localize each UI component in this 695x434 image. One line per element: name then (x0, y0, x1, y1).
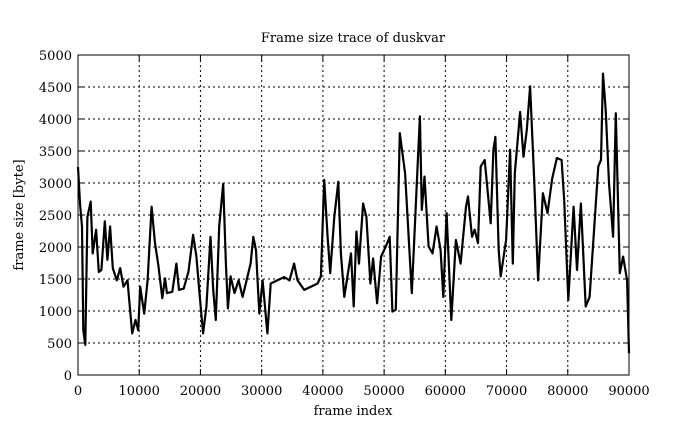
y-tick-label: 0 (64, 369, 72, 384)
y-tick-label: 3500 (39, 145, 72, 160)
y-tick-label: 1500 (39, 273, 72, 288)
y-tick-label: 1000 (39, 305, 72, 320)
x-axis-label: frame index (314, 404, 393, 419)
y-axis-label: frame size [byte] (12, 159, 27, 270)
y-tick-label: 5000 (39, 49, 72, 64)
y-tick-label: 2500 (39, 209, 72, 224)
x-tick-label: 40000 (302, 384, 343, 399)
x-tick-label: 20000 (180, 384, 221, 399)
y-tick-label: 4500 (39, 81, 72, 96)
x-tick-label: 60000 (425, 384, 466, 399)
grid (78, 55, 629, 375)
x-tick-label: 80000 (547, 384, 588, 399)
y-tick-label: 2000 (39, 241, 72, 256)
x-tick-label: 50000 (363, 384, 404, 399)
axis-ticks: 0 10000 20000 30000 40000 50000 60000 70000 8000… (39, 49, 650, 399)
y-tick-label: 4000 (39, 113, 72, 128)
x-tick-label: 90000 (608, 384, 649, 399)
x-tick-label: 70000 (486, 384, 527, 399)
chart-title: Frame size trace of duskvar (261, 31, 446, 46)
x-tick-label: 0 (74, 384, 82, 399)
series-line (76, 72, 631, 354)
plot-frame (77, 54, 630, 376)
x-tick-label: 30000 (241, 384, 282, 399)
x-tick-label: 10000 (119, 384, 160, 399)
y-tick-label: 3000 (39, 177, 72, 192)
y-tick-label: 500 (47, 337, 72, 352)
